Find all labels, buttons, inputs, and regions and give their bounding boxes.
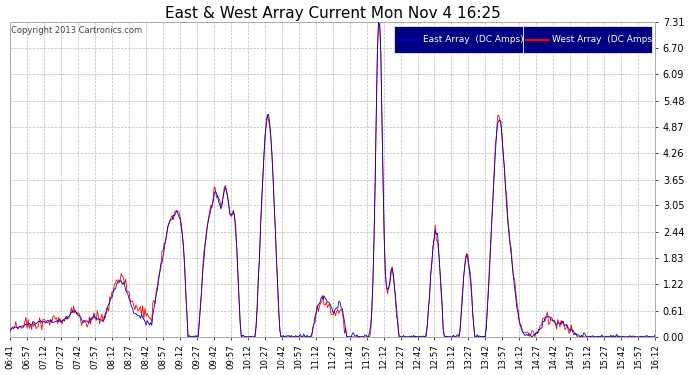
FancyBboxPatch shape — [523, 27, 652, 53]
FancyBboxPatch shape — [394, 27, 523, 53]
Title: East & West Array Current Mon Nov 4 16:25: East & West Array Current Mon Nov 4 16:2… — [165, 6, 500, 21]
Text: Copyright 2013 Cartronics.com: Copyright 2013 Cartronics.com — [11, 27, 142, 36]
Text: West Array  (DC Amps): West Array (DC Amps) — [552, 35, 656, 44]
Text: East Array  (DC Amps): East Array (DC Amps) — [423, 35, 524, 44]
